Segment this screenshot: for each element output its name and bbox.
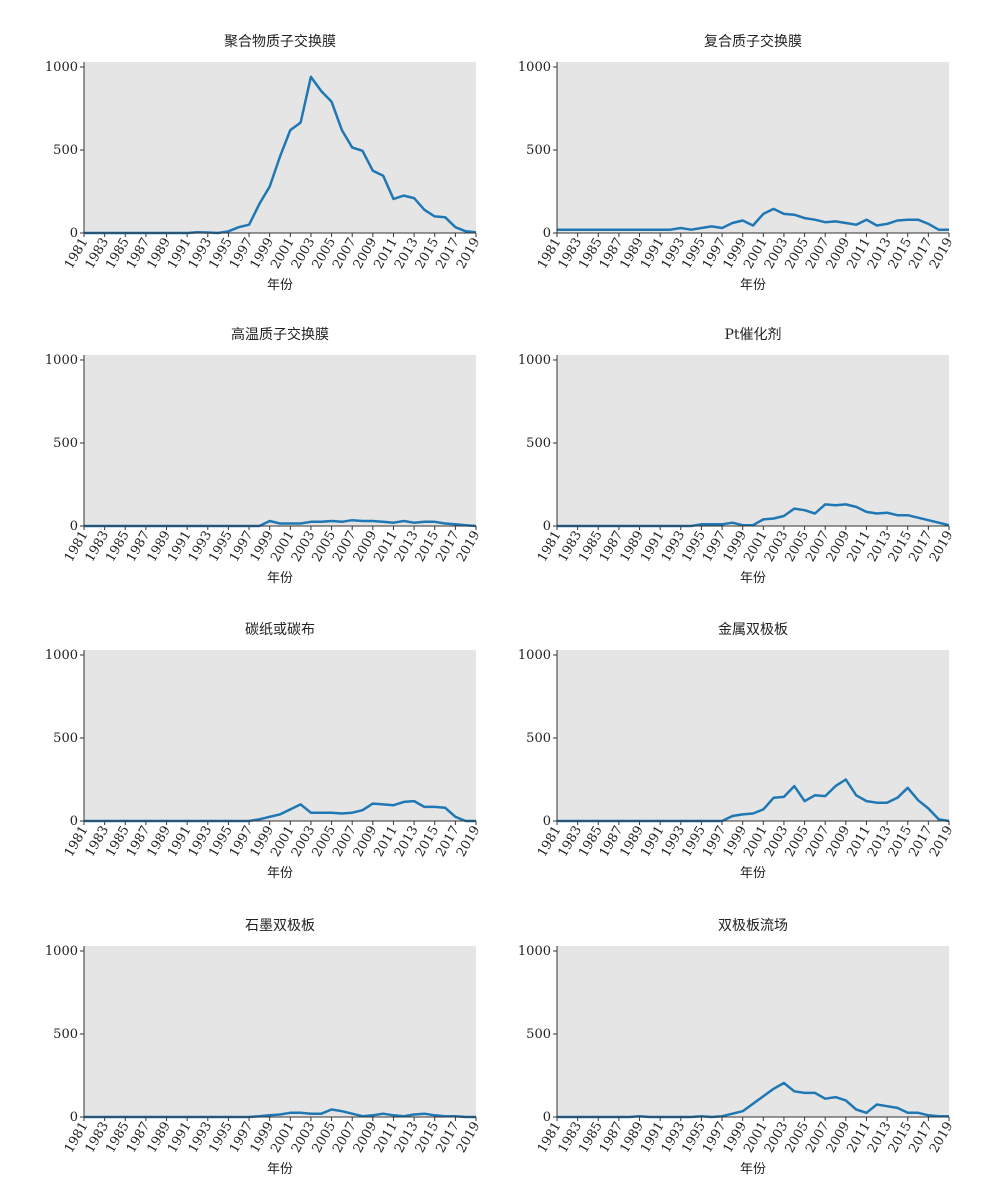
subplot: 碳纸或碳布05001000198119831985198719891991199… xyxy=(45,622,484,881)
y-tick-label: 500 xyxy=(53,436,78,451)
subplot: 高温质子交换膜050010001981198319851987198919911… xyxy=(45,326,484,586)
y-tick-label: 0 xyxy=(70,1110,78,1125)
x-axis-label: 年份 xyxy=(267,571,293,586)
plot-background xyxy=(84,355,476,526)
chart-title: 聚合物质子交换膜 xyxy=(224,33,336,50)
plot-background xyxy=(557,650,949,821)
y-tick-label: 0 xyxy=(70,226,78,241)
x-axis-label: 年份 xyxy=(740,866,766,881)
y-tick-label: 0 xyxy=(543,1110,551,1125)
subplot: 金属双极板05001000198119831985198719891991199… xyxy=(518,622,957,881)
plot-background xyxy=(84,946,476,1117)
x-axis-label: 年份 xyxy=(267,1162,293,1177)
y-tick-label: 1000 xyxy=(518,648,551,663)
y-tick-label: 500 xyxy=(53,1027,78,1042)
y-tick-label: 500 xyxy=(526,731,551,746)
chart-title: 复合质子交换膜 xyxy=(704,33,802,50)
subplot: 双极板流场05001000198119831985198719891991199… xyxy=(518,918,957,1177)
y-tick-label: 1000 xyxy=(518,60,551,75)
y-tick-label: 500 xyxy=(526,1027,551,1042)
subplot: 聚合物质子交换膜05001000198119831985198719891991… xyxy=(45,33,484,293)
y-tick-label: 1000 xyxy=(518,353,551,368)
y-tick-label: 0 xyxy=(70,814,78,829)
chart-title: Pt催化剂 xyxy=(724,327,781,343)
chart-title: 碳纸或碳布 xyxy=(245,622,315,638)
y-tick-label: 1000 xyxy=(518,944,551,959)
chart-title: 金属双极板 xyxy=(718,622,788,638)
chart-title: 石墨双极板 xyxy=(245,918,315,934)
x-axis-label: 年份 xyxy=(740,278,766,293)
y-tick-label: 0 xyxy=(543,519,551,534)
plot-background xyxy=(557,62,949,233)
y-tick-label: 1000 xyxy=(45,353,78,368)
x-axis-label: 年份 xyxy=(267,278,293,293)
chart-title: 双极板流场 xyxy=(718,918,788,934)
plot-background xyxy=(84,650,476,821)
y-tick-label: 500 xyxy=(53,143,78,158)
subplot: 复合质子交换膜050010001981198319851987198919911… xyxy=(518,33,957,293)
y-tick-label: 500 xyxy=(526,436,551,451)
y-tick-label: 0 xyxy=(543,226,551,241)
chart-title: 高温质子交换膜 xyxy=(231,326,329,343)
y-tick-label: 1000 xyxy=(45,944,78,959)
plot-background xyxy=(557,946,949,1117)
subplot: 石墨双极板05001000198119831985198719891991199… xyxy=(45,918,484,1177)
y-tick-label: 1000 xyxy=(45,60,78,75)
x-axis-label: 年份 xyxy=(267,866,293,881)
y-tick-label: 500 xyxy=(53,731,78,746)
plot-background xyxy=(557,355,949,526)
plot-background xyxy=(84,62,476,233)
y-tick-label: 0 xyxy=(70,519,78,534)
y-tick-label: 1000 xyxy=(45,648,78,663)
y-tick-label: 0 xyxy=(543,814,551,829)
data-line xyxy=(557,207,949,231)
subplot: Pt催化剂05001000198119831985198719891991199… xyxy=(518,327,957,586)
y-tick-label: 500 xyxy=(526,143,551,158)
x-axis-label: 年份 xyxy=(740,571,766,586)
x-axis-label: 年份 xyxy=(740,1162,766,1177)
